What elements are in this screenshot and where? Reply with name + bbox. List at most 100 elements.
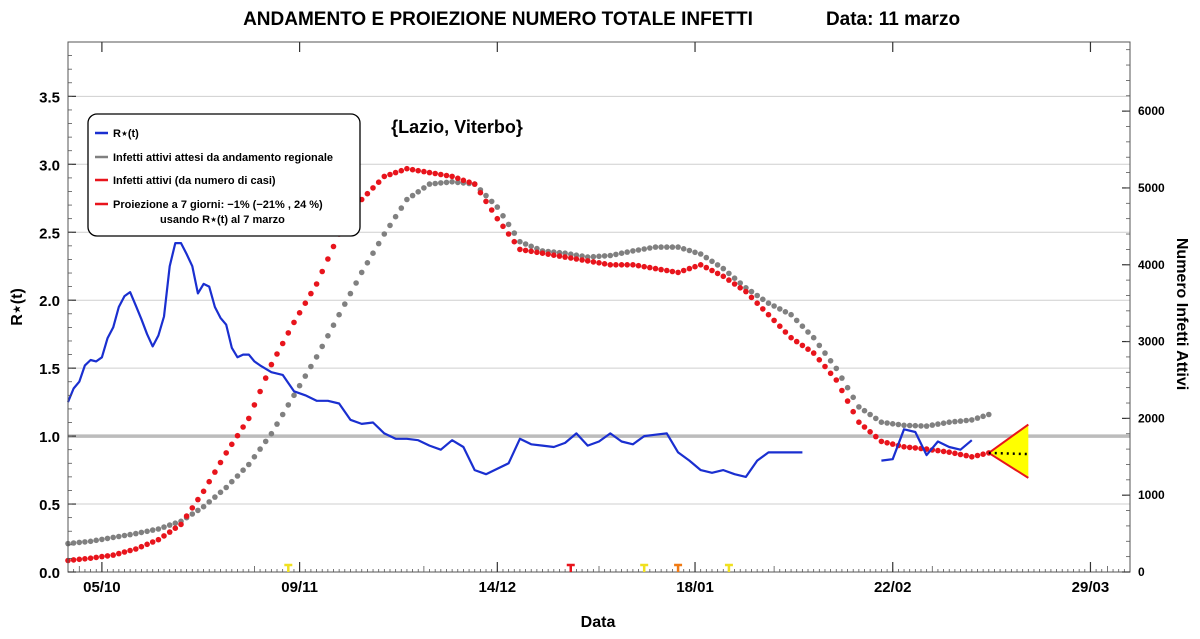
- x-tick-label: 14/12: [479, 579, 517, 596]
- point-expected: [986, 411, 992, 418]
- y-left-tick-label: 0.5: [39, 497, 60, 514]
- point-actual: [308, 290, 314, 297]
- point-actual: [82, 556, 88, 562]
- point-actual: [330, 243, 337, 250]
- point-expected: [799, 323, 806, 330]
- point-actual: [579, 257, 585, 263]
- x-tick-label: 29/03: [1072, 579, 1110, 596]
- point-actual: [449, 173, 455, 180]
- y-right-tick-label: 4000: [1138, 258, 1165, 272]
- point-actual: [138, 543, 145, 550]
- point-expected: [449, 179, 455, 185]
- point-expected: [358, 269, 365, 276]
- point-expected: [87, 538, 94, 545]
- point-actual: [568, 255, 574, 261]
- point-expected: [387, 222, 393, 229]
- point-actual: [946, 449, 952, 456]
- y-left-tick-label: 1.0: [39, 429, 60, 446]
- point-actual: [415, 167, 422, 174]
- point-expected: [392, 213, 399, 220]
- point-expected: [810, 334, 817, 341]
- point-expected: [878, 419, 885, 426]
- point-actual: [630, 262, 636, 268]
- point-actual: [375, 179, 382, 185]
- point-actual: [799, 342, 806, 349]
- point-expected: [121, 532, 128, 539]
- point-expected: [867, 411, 873, 418]
- y-left-tick-label: 0.0: [39, 565, 60, 582]
- point-expected: [155, 526, 162, 532]
- point-actual: [709, 267, 715, 274]
- point-actual: [686, 265, 693, 272]
- point-expected: [404, 196, 410, 203]
- point-actual: [325, 256, 331, 262]
- point-expected: [93, 537, 99, 544]
- point-actual: [556, 253, 563, 259]
- point-actual: [963, 452, 969, 459]
- point-expected: [127, 531, 133, 538]
- point-expected: [635, 247, 642, 253]
- point-actual: [319, 268, 326, 275]
- point-actual: [856, 419, 862, 426]
- point-expected: [240, 467, 246, 474]
- legend-entry-actual: Infetti attivi (da numero di casi): [113, 175, 276, 187]
- point-actual: [99, 553, 105, 560]
- point-expected: [703, 254, 710, 261]
- point-expected: [940, 420, 947, 427]
- point-actual: [166, 529, 173, 535]
- point-actual: [460, 177, 467, 184]
- point-expected: [963, 417, 969, 424]
- point-actual: [816, 357, 823, 363]
- point-expected: [347, 290, 354, 297]
- point-actual: [392, 169, 399, 176]
- point-expected: [664, 244, 670, 250]
- point-actual: [262, 375, 269, 381]
- point-expected: [116, 533, 122, 540]
- point-actual: [426, 169, 433, 176]
- point-expected: [929, 422, 936, 428]
- point-expected: [133, 530, 139, 537]
- point-actual: [471, 181, 478, 187]
- point-actual: [765, 311, 772, 318]
- point-expected: [149, 527, 156, 533]
- point-actual: [364, 190, 371, 197]
- point-expected: [528, 243, 534, 250]
- point-actual: [223, 450, 229, 456]
- point-expected: [669, 244, 676, 250]
- point-expected: [686, 247, 693, 254]
- point-expected: [511, 230, 518, 236]
- point-actual: [748, 294, 755, 301]
- point-expected: [861, 407, 868, 414]
- point-actual: [313, 281, 320, 287]
- point-expected: [313, 354, 320, 360]
- point-actual: [980, 451, 986, 458]
- point-actual: [161, 533, 167, 539]
- x-tick-label: 22/02: [874, 579, 912, 596]
- point-expected: [980, 413, 986, 420]
- point-expected: [618, 250, 625, 256]
- point-actual: [906, 444, 913, 451]
- point-expected: [805, 329, 811, 335]
- point-actual: [833, 377, 840, 383]
- point-actual: [793, 338, 800, 345]
- point-actual: [573, 256, 580, 262]
- point-expected: [364, 260, 371, 266]
- point-actual: [969, 454, 975, 460]
- point-actual: [149, 539, 156, 545]
- point-expected: [342, 301, 348, 307]
- projection-lower-bound: [988, 452, 1029, 479]
- point-expected: [895, 421, 902, 428]
- y-right-tick-label: 0: [1138, 565, 1145, 579]
- point-actual: [279, 340, 286, 347]
- point-actual: [522, 247, 529, 254]
- point-expected: [562, 250, 568, 256]
- point-expected: [415, 189, 422, 195]
- x-axis-label: Data: [581, 614, 616, 631]
- point-actual: [720, 273, 727, 280]
- point-expected: [624, 249, 630, 255]
- point-actual: [692, 263, 698, 270]
- point-expected: [748, 288, 755, 295]
- point-actual: [206, 478, 212, 485]
- legend-entry-projection: Proiezione a 7 giorni: −1% (−21% , 24 %): [113, 199, 323, 211]
